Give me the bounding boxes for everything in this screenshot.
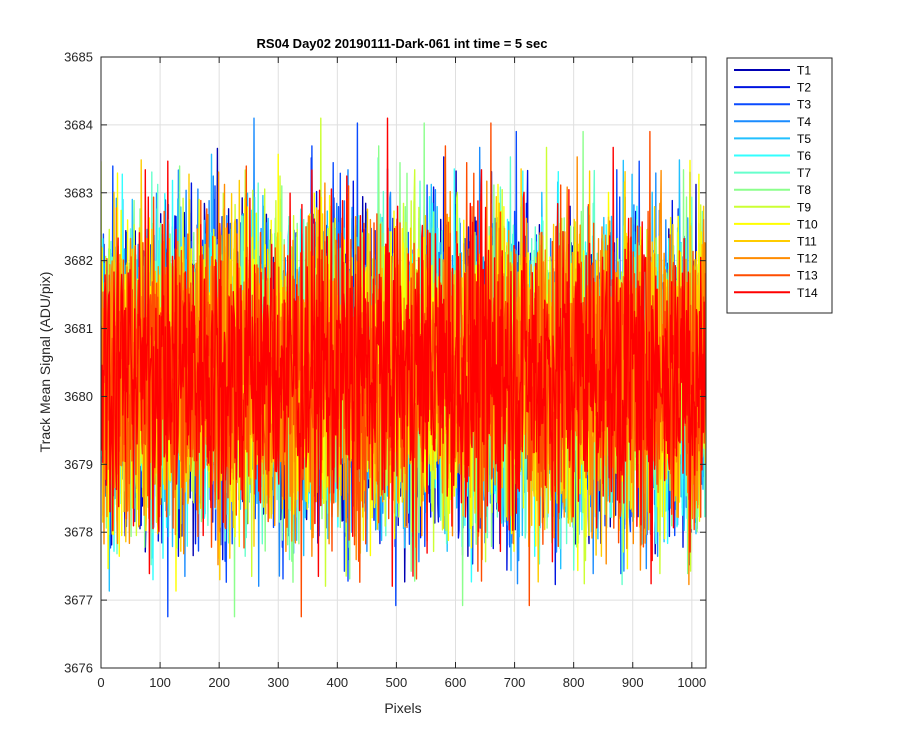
x-ticks: 0 100 200 300 400 500 600 700 800 900 1000 xyxy=(97,57,706,690)
legend-label: T10 xyxy=(797,217,818,231)
legend-item-t11: T11 xyxy=(734,235,817,249)
y-ticks: 3676 3677 3678 3679 3680 3681 3682 3683 3684 3685 xyxy=(64,50,706,676)
series-group xyxy=(101,117,706,618)
legend-label: T2 xyxy=(797,81,811,95)
legend-label: T14 xyxy=(797,286,818,300)
legend-box xyxy=(726,57,833,314)
x-tick-label: 400 xyxy=(326,675,348,690)
x-tick-label: 600 xyxy=(445,675,467,690)
legend-label: T12 xyxy=(797,252,818,266)
legend-label: T5 xyxy=(797,132,811,146)
x-tick-label: 500 xyxy=(386,675,408,690)
x-tick-label: 900 xyxy=(622,675,644,690)
y-tick-label: 3681 xyxy=(64,321,93,336)
legend-item-t7: T7 xyxy=(734,166,811,180)
x-tick-label: 1000 xyxy=(677,675,706,690)
x-axis-label: Pixels xyxy=(384,700,421,716)
legend-item-t13: T13 xyxy=(734,269,818,283)
y-tick-label: 3678 xyxy=(64,525,93,540)
y-tick-label: 3682 xyxy=(64,253,93,268)
x-tick-label: 300 xyxy=(267,675,289,690)
plot-frame xyxy=(100,56,707,669)
y-tick-label: 3676 xyxy=(64,661,93,676)
legend-item-t14: T14 xyxy=(734,286,818,300)
legend-label: T6 xyxy=(797,149,811,163)
legend-label: T4 xyxy=(797,115,811,129)
legend-label: T13 xyxy=(797,269,818,283)
legend: T1 T2 T3 T4 T5 T6 T7 T8 T9 T10 T11 T12 T13 T14 xyxy=(726,57,833,314)
legend-item-t4: T4 xyxy=(734,115,811,129)
legend-item-t9: T9 xyxy=(734,200,811,214)
legend-label: T8 xyxy=(797,183,811,197)
legend-label: T7 xyxy=(797,166,811,180)
x-tick-label: 800 xyxy=(563,675,585,690)
legend-item-t6: T6 xyxy=(734,149,811,163)
legend-label: T3 xyxy=(797,98,811,112)
legend-item-t1: T1 xyxy=(734,64,811,78)
x-tick-label: 700 xyxy=(504,675,526,690)
y-axis-label: Track Mean Signal (ADU/pix) xyxy=(37,272,53,453)
y-tick-label: 3680 xyxy=(64,389,93,404)
y-tick-label: 3677 xyxy=(64,593,93,608)
y-tick-label: 3679 xyxy=(64,457,93,472)
legend-label: T11 xyxy=(797,235,817,249)
legend-item-t3: T3 xyxy=(734,98,811,112)
legend-label: T1 xyxy=(797,64,811,78)
legend-item-t12: T12 xyxy=(734,252,818,266)
legend-item-t2: T2 xyxy=(734,81,811,95)
chart-title: RS04 Day02 20190111-Dark-061 int time = … xyxy=(257,36,548,51)
y-tick-label: 3685 xyxy=(64,50,93,65)
legend-item-t5: T5 xyxy=(734,132,811,146)
y-tick-label: 3684 xyxy=(64,117,93,132)
x-tick-label: 0 xyxy=(97,675,104,690)
legend-item-t10: T10 xyxy=(734,217,818,231)
y-tick-label: 3683 xyxy=(64,185,93,200)
legend-label: T9 xyxy=(797,200,811,214)
x-tick-label: 100 xyxy=(149,675,171,690)
legend-item-t8: T8 xyxy=(734,183,811,197)
series-line-t14 xyxy=(101,117,706,587)
x-tick-label: 200 xyxy=(208,675,230,690)
